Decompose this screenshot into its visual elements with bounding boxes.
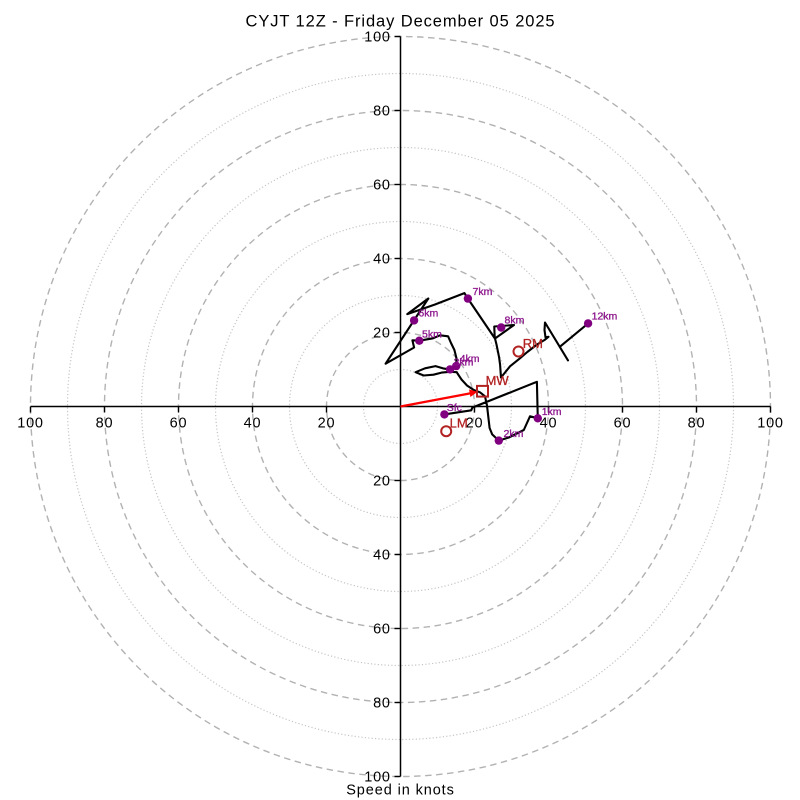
svg-text:12km: 12km (592, 310, 618, 322)
svg-text:40: 40 (373, 548, 391, 564)
svg-text:60: 60 (170, 416, 188, 432)
svg-text:80: 80 (373, 696, 391, 712)
svg-text:80: 80 (96, 416, 114, 432)
svg-text:LM: LM (450, 415, 468, 430)
svg-text:4km: 4km (460, 353, 480, 365)
svg-text:8km: 8km (505, 315, 525, 327)
svg-text:100: 100 (364, 30, 391, 46)
svg-text:1km: 1km (542, 406, 562, 418)
svg-text:Speed in knots: Speed in knots (346, 783, 455, 799)
svg-text:40: 40 (540, 416, 558, 432)
svg-text:RM: RM (523, 336, 543, 351)
svg-text:2km: 2km (504, 428, 524, 440)
svg-text:60: 60 (373, 622, 391, 638)
svg-text:7km: 7km (473, 286, 493, 298)
svg-text:40: 40 (244, 416, 262, 432)
svg-text:100: 100 (757, 416, 784, 432)
svg-text:20: 20 (318, 416, 336, 432)
svg-text:3km: 3km (454, 356, 474, 368)
svg-text:100: 100 (17, 416, 44, 432)
svg-text:20: 20 (373, 474, 391, 490)
svg-text:60: 60 (373, 178, 391, 194)
svg-text:40: 40 (373, 252, 391, 268)
svg-text:80: 80 (373, 104, 391, 120)
svg-text:20: 20 (373, 326, 391, 342)
svg-text:20: 20 (466, 416, 484, 432)
svg-text:Sfc: Sfc (447, 402, 462, 414)
svg-text:100: 100 (364, 770, 391, 786)
svg-text:6km: 6km (418, 307, 438, 319)
svg-text:80: 80 (688, 416, 706, 432)
svg-text:CYJT 12Z - Friday December 05: CYJT 12Z - Friday December 05 2025 (246, 13, 556, 31)
svg-text:MW: MW (486, 373, 510, 388)
svg-text:60: 60 (614, 416, 632, 432)
svg-text:5km: 5km (422, 328, 442, 340)
